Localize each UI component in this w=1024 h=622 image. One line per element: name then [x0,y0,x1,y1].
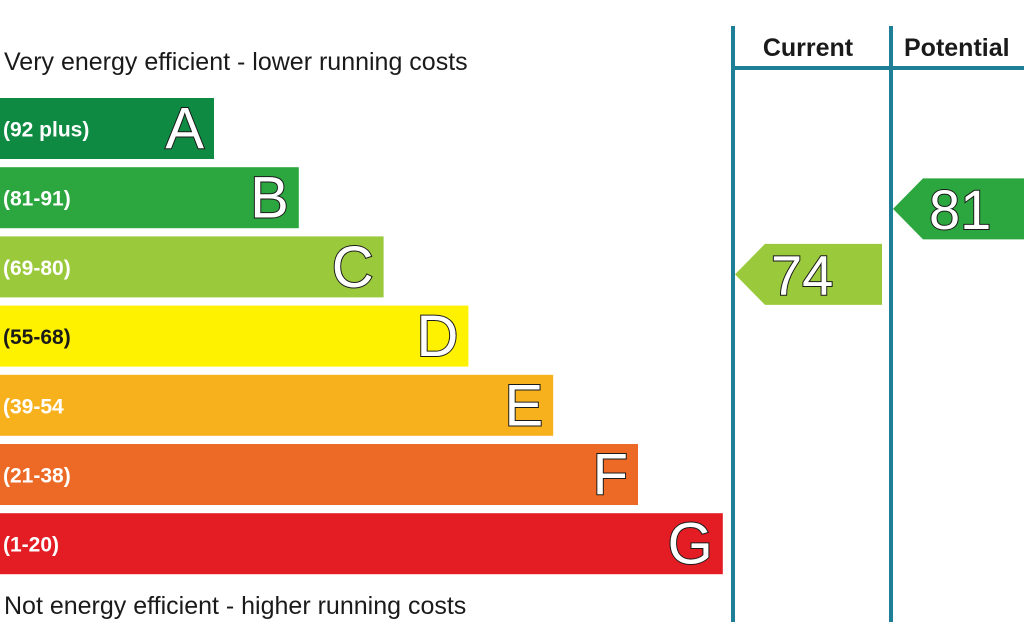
potential-rating-marker: 81 [893,177,1024,242]
band-e-letter: E [505,373,544,438]
band-c-range: (69-80) [3,257,71,280]
band-g-letter: G [668,512,713,577]
band-d: (55-68) D [0,303,469,370]
band-e-range: (39-54 [3,395,64,418]
top-caption: Very energy efficient - lower running co… [4,48,468,76]
band-b: (81-91) B [0,165,299,232]
band-g: (1-20) G [0,511,723,578]
band-a-letter: A [165,97,204,162]
band-d-bar [0,305,469,367]
header-underline [731,66,1024,70]
band-e-bar [0,374,554,436]
column-divider-left [731,26,735,622]
band-a-range: (92 plus) [3,119,89,142]
current-rating-arrow [735,243,882,305]
potential-rating-value: 81 [929,178,991,241]
band-d-letter: D [417,304,459,369]
band-c-bar [0,236,384,298]
band-a-bar [0,98,214,159]
band-c-letter: C [332,235,374,300]
band-a: (92 plus) A [0,96,214,163]
band-g-bar [0,513,723,575]
band-e: (39-54 E [0,372,554,439]
score-markers: 74 81 [735,177,1024,307]
band-b-letter: B [250,166,289,231]
current-rating-marker: 74 [735,242,882,307]
rating-bands: (92 plus) A(81-91) B(69-80) C(55-68) D(39-54… [0,96,723,578]
score-table: Current Potential [731,26,1024,622]
potential-rating-arrow [893,178,1024,240]
band-d-range: (55-68) [3,326,71,349]
band-f: (21-38) F [0,442,638,509]
band-b-range: (81-91) [3,188,71,211]
band-f-letter: F [593,443,628,508]
band-g-range: (1-20) [3,534,59,557]
band-c: (69-80) C [0,234,384,301]
current-rating-value: 74 [771,243,833,306]
column-divider-middle [889,26,893,622]
current-column-header: Current [763,34,854,62]
band-f-bar [0,444,638,505]
bottom-caption: Not energy efficient - higher running co… [4,592,466,620]
potential-column-header: Potential [904,34,1010,62]
band-f-range: (21-38) [3,465,71,488]
band-b-bar [0,167,299,229]
